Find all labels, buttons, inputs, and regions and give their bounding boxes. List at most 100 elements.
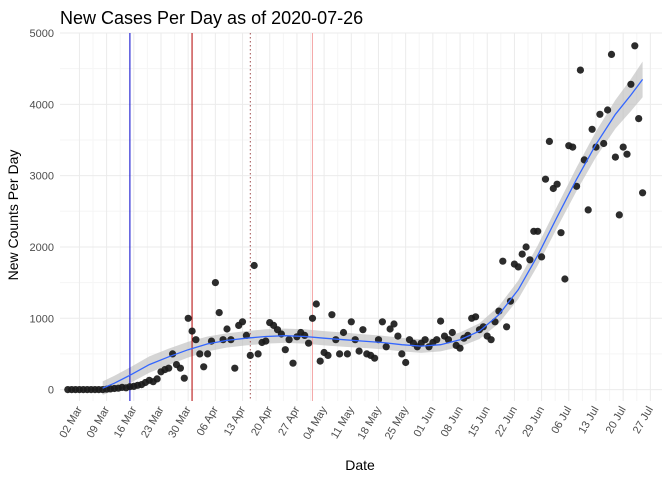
points-layer <box>64 42 647 394</box>
data-point <box>639 189 647 197</box>
data-point <box>588 125 596 133</box>
data-point <box>421 336 429 344</box>
data-point <box>553 180 561 188</box>
data-point <box>635 115 643 123</box>
data-point <box>584 206 592 214</box>
reference-lines-layer <box>129 33 313 401</box>
data-point <box>557 229 565 237</box>
data-point <box>238 318 247 326</box>
data-point <box>545 137 554 145</box>
data-point <box>499 257 507 265</box>
data-point <box>250 261 258 270</box>
data-point <box>561 275 569 283</box>
data-point <box>437 317 445 325</box>
data-point <box>619 143 627 151</box>
data-point <box>312 300 320 308</box>
data-point <box>305 339 313 347</box>
y-tick-label: 1000 <box>30 313 54 325</box>
data-point <box>382 343 390 351</box>
data-point <box>328 311 336 319</box>
data-point <box>176 364 184 372</box>
data-point <box>526 256 534 264</box>
data-point <box>351 336 359 344</box>
data-point <box>487 336 495 344</box>
data-point <box>285 336 293 344</box>
data-point <box>254 350 262 358</box>
y-axis-title: New Counts Per Day <box>5 150 21 281</box>
data-point <box>433 336 441 344</box>
y-tick-label: 0 <box>48 385 54 397</box>
data-point <box>223 325 231 333</box>
data-point <box>242 331 250 339</box>
data-point <box>573 182 581 190</box>
data-point <box>192 336 200 344</box>
data-point <box>398 350 406 358</box>
data-point <box>623 150 631 158</box>
data-point <box>355 347 363 355</box>
y-tick-labels: 0 1000 2000 3000 4000 5000 <box>30 28 54 397</box>
data-point <box>600 139 608 148</box>
data-point <box>534 227 542 235</box>
data-point <box>215 309 223 317</box>
data-point <box>324 351 332 359</box>
data-point <box>200 363 208 371</box>
data-point <box>180 374 188 382</box>
y-tick-label: 2000 <box>30 242 54 254</box>
data-point <box>165 364 173 372</box>
data-point <box>196 350 204 358</box>
data-point <box>615 211 623 219</box>
data-point <box>347 318 355 326</box>
data-point <box>576 66 585 74</box>
data-point <box>390 320 398 328</box>
data-point <box>336 350 344 358</box>
data-point <box>604 106 612 114</box>
data-point <box>607 50 616 59</box>
data-point <box>153 375 161 383</box>
data-point <box>514 263 522 271</box>
data-point <box>503 323 511 331</box>
smooth-line-layer <box>102 79 644 389</box>
confidence-ribbon-layer <box>102 61 643 395</box>
data-point <box>308 314 317 322</box>
data-point <box>219 336 227 344</box>
smooth-trend-line <box>102 79 644 389</box>
data-point <box>289 359 297 367</box>
data-point <box>231 364 239 372</box>
data-point <box>472 313 480 321</box>
data-point <box>444 336 452 344</box>
data-point <box>188 327 196 335</box>
data-point <box>386 325 394 333</box>
confidence-ribbon <box>102 61 643 395</box>
y-tick-label: 3000 <box>30 171 54 183</box>
data-point <box>339 328 348 337</box>
data-point <box>262 337 270 345</box>
data-point <box>246 351 254 359</box>
data-point <box>518 250 526 258</box>
data-point <box>371 354 379 362</box>
data-point <box>316 357 324 365</box>
data-point <box>301 331 309 339</box>
data-point <box>394 332 402 340</box>
data-point <box>522 243 530 251</box>
data-point <box>359 326 367 334</box>
data-point <box>596 110 604 118</box>
data-point <box>204 350 212 358</box>
data-point <box>211 279 219 287</box>
chart-title: New Cases Per Day as of 2020-07-26 <box>60 8 363 28</box>
data-point <box>611 153 620 161</box>
data-point <box>541 175 550 183</box>
x-axis-title: Date <box>345 457 375 473</box>
data-point <box>448 328 456 337</box>
data-point <box>456 344 464 352</box>
data-point <box>378 318 386 326</box>
data-point <box>627 80 635 88</box>
data-point <box>538 253 546 261</box>
data-point <box>569 143 577 151</box>
data-point <box>592 143 600 151</box>
data-point <box>631 42 639 50</box>
data-point <box>402 358 410 367</box>
y-tick-label: 5000 <box>30 28 54 40</box>
